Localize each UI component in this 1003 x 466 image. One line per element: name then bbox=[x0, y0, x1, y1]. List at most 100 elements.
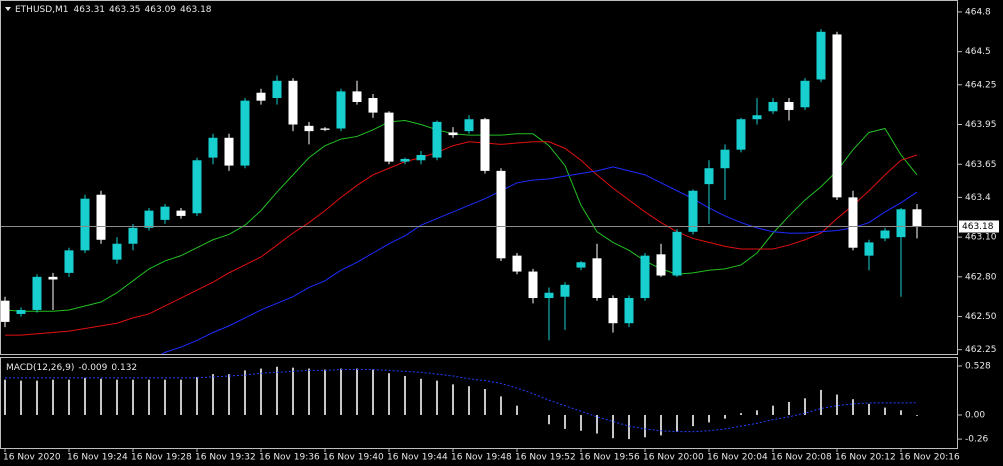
x-tick-label: 16 Nov 19:32 bbox=[195, 453, 256, 463]
x-tick-label: 16 Nov 19:40 bbox=[323, 453, 384, 463]
macd-bar bbox=[180, 379, 182, 415]
macd-bar bbox=[324, 369, 326, 415]
candle-body bbox=[144, 210, 154, 228]
macd-bar bbox=[468, 386, 470, 415]
macd-last: -0.009 bbox=[78, 363, 107, 373]
y-tick-label: 463.95 bbox=[965, 120, 997, 130]
x-tick-label: 16 Nov 19:24 bbox=[67, 453, 128, 463]
macd-bar bbox=[164, 379, 166, 415]
candle-body bbox=[352, 91, 362, 102]
y-tick-label: 462.50 bbox=[965, 312, 997, 322]
macd-bar bbox=[836, 394, 838, 415]
macd-bar bbox=[356, 368, 358, 415]
macd-bar bbox=[500, 396, 502, 415]
macd-bar bbox=[228, 374, 230, 415]
macd-bar bbox=[148, 379, 150, 415]
x-tick-label: 16 Nov 20:00 bbox=[643, 453, 704, 463]
macd-bar bbox=[372, 369, 374, 415]
macd-bar bbox=[4, 379, 6, 415]
main-plot bbox=[1, 29, 957, 354]
candle-body bbox=[400, 158, 410, 162]
x-tick-label: 16 Nov 19:44 bbox=[387, 453, 448, 463]
candle-body bbox=[240, 100, 250, 166]
candle-body bbox=[816, 31, 826, 80]
macd-bar bbox=[436, 380, 438, 415]
moving-average bbox=[161, 166, 918, 354]
macd-bar bbox=[484, 388, 486, 415]
macd-bar bbox=[740, 413, 742, 415]
chart-title: ETHUSD,M1 bbox=[15, 5, 69, 15]
moving-average bbox=[4, 120, 918, 312]
main-panel-frame bbox=[0, 0, 958, 355]
macd-bar bbox=[692, 414, 694, 427]
x-tick-label: 16 Nov 20:16 bbox=[899, 453, 960, 463]
macd-bar bbox=[196, 376, 198, 415]
candle-body bbox=[448, 132, 458, 136]
macd-bar bbox=[804, 398, 806, 415]
candle-body bbox=[592, 258, 602, 299]
macd-y-tick-label: 0.528 bbox=[965, 361, 991, 371]
candle-body bbox=[864, 242, 874, 256]
macd-bar bbox=[868, 403, 870, 415]
macd-plot bbox=[4, 366, 918, 440]
macd-bar bbox=[260, 368, 262, 415]
x-tick-label: 16 Nov 20:04 bbox=[707, 453, 768, 463]
candle-body bbox=[672, 231, 682, 276]
candle-body bbox=[32, 276, 42, 310]
candle-body bbox=[128, 227, 138, 244]
y-tick-label: 464.25 bbox=[965, 80, 997, 90]
signal-last: 0.132 bbox=[111, 363, 137, 373]
macd-bar bbox=[644, 414, 646, 438]
macd-bar bbox=[884, 407, 886, 415]
candle-body bbox=[432, 121, 442, 158]
x-tick-label: 16 Nov 2020 bbox=[3, 453, 61, 463]
macd-bar bbox=[756, 410, 758, 415]
candle-body bbox=[480, 119, 490, 171]
candle-body bbox=[48, 276, 58, 280]
macd-bar bbox=[212, 374, 214, 415]
macd-y-tick-label: 0.00 bbox=[965, 410, 985, 420]
macd-bar bbox=[388, 373, 390, 415]
macd-bar bbox=[548, 414, 550, 425]
x-tick-label: 16 Nov 19:28 bbox=[131, 453, 192, 463]
macd-bar bbox=[404, 376, 406, 415]
macd-bar bbox=[452, 384, 454, 415]
macd-bar bbox=[564, 414, 566, 429]
macd-bar bbox=[580, 414, 582, 431]
macd-bar bbox=[820, 389, 822, 415]
macd-bar bbox=[612, 414, 614, 439]
candle-body bbox=[208, 137, 218, 158]
macd-bar bbox=[100, 378, 102, 415]
candle-body bbox=[64, 250, 74, 273]
candle-body bbox=[576, 262, 586, 268]
macd-bar bbox=[340, 368, 342, 415]
macd-bar bbox=[52, 379, 54, 415]
macd-bar bbox=[788, 401, 790, 415]
candle-body bbox=[784, 101, 794, 110]
last-high: 463.35 bbox=[109, 5, 141, 15]
x-tick-label: 16 Nov 19:36 bbox=[259, 453, 320, 463]
candle-body bbox=[896, 209, 906, 238]
macd-bar bbox=[20, 380, 22, 415]
candle-body bbox=[304, 125, 314, 132]
candle-body bbox=[848, 197, 858, 248]
y-tick-label: 464.5 bbox=[965, 47, 991, 57]
macd-bar bbox=[132, 379, 134, 415]
candle-body bbox=[688, 190, 698, 232]
candle-body bbox=[768, 101, 778, 112]
x-tick-label: 16 Nov 19:56 bbox=[579, 453, 640, 463]
macd-header: MACD(12,26,9) -0.009 0.132 bbox=[6, 363, 137, 373]
candle-body bbox=[656, 254, 666, 276]
candle-body bbox=[544, 292, 554, 299]
macd-bar bbox=[628, 414, 630, 440]
candle-body bbox=[832, 34, 842, 198]
candle-body bbox=[912, 209, 922, 227]
macd-bar bbox=[724, 414, 726, 419]
candle-body bbox=[176, 210, 186, 216]
current-price-label: 463.18 bbox=[962, 222, 994, 232]
candle-body bbox=[384, 112, 394, 162]
macd-bar bbox=[660, 414, 662, 436]
macd-bar bbox=[292, 367, 294, 415]
menu-arrow[interactable] bbox=[5, 7, 11, 11]
macd-bar bbox=[84, 377, 86, 415]
